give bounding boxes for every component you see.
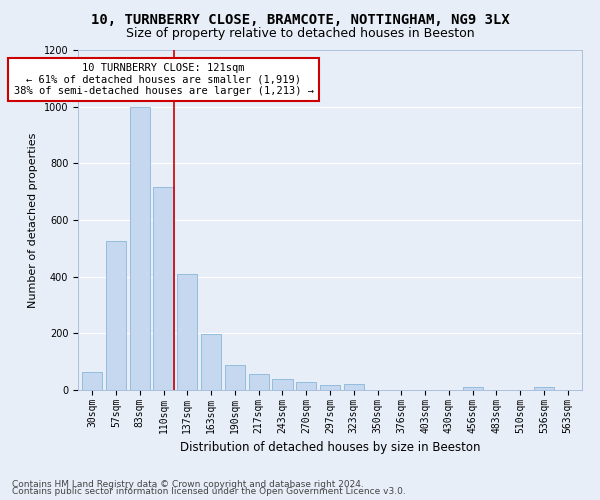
Bar — [82, 372, 103, 390]
Bar — [344, 384, 364, 390]
Text: Contains HM Land Registry data © Crown copyright and database right 2024.: Contains HM Land Registry data © Crown c… — [12, 480, 364, 489]
X-axis label: Distribution of detached houses by size in Beeston: Distribution of detached houses by size … — [180, 441, 480, 454]
Text: Size of property relative to detached houses in Beeston: Size of property relative to detached ho… — [125, 28, 475, 40]
Bar — [296, 382, 316, 390]
Bar — [201, 334, 221, 390]
Bar — [154, 188, 173, 390]
Bar — [225, 364, 245, 390]
Bar — [463, 387, 483, 390]
Text: 10 TURNBERRY CLOSE: 121sqm
← 61% of detached houses are smaller (1,919)
38% of s: 10 TURNBERRY CLOSE: 121sqm ← 61% of deta… — [14, 62, 314, 96]
Bar — [177, 274, 197, 390]
Text: Contains public sector information licensed under the Open Government Licence v3: Contains public sector information licen… — [12, 487, 406, 496]
Bar — [320, 385, 340, 390]
Text: 10, TURNBERRY CLOSE, BRAMCOTE, NOTTINGHAM, NG9 3LX: 10, TURNBERRY CLOSE, BRAMCOTE, NOTTINGHA… — [91, 12, 509, 26]
Bar — [106, 240, 126, 390]
Bar — [130, 106, 150, 390]
Bar — [272, 379, 293, 390]
Bar — [534, 387, 554, 390]
Y-axis label: Number of detached properties: Number of detached properties — [28, 132, 38, 308]
Bar — [248, 374, 269, 390]
